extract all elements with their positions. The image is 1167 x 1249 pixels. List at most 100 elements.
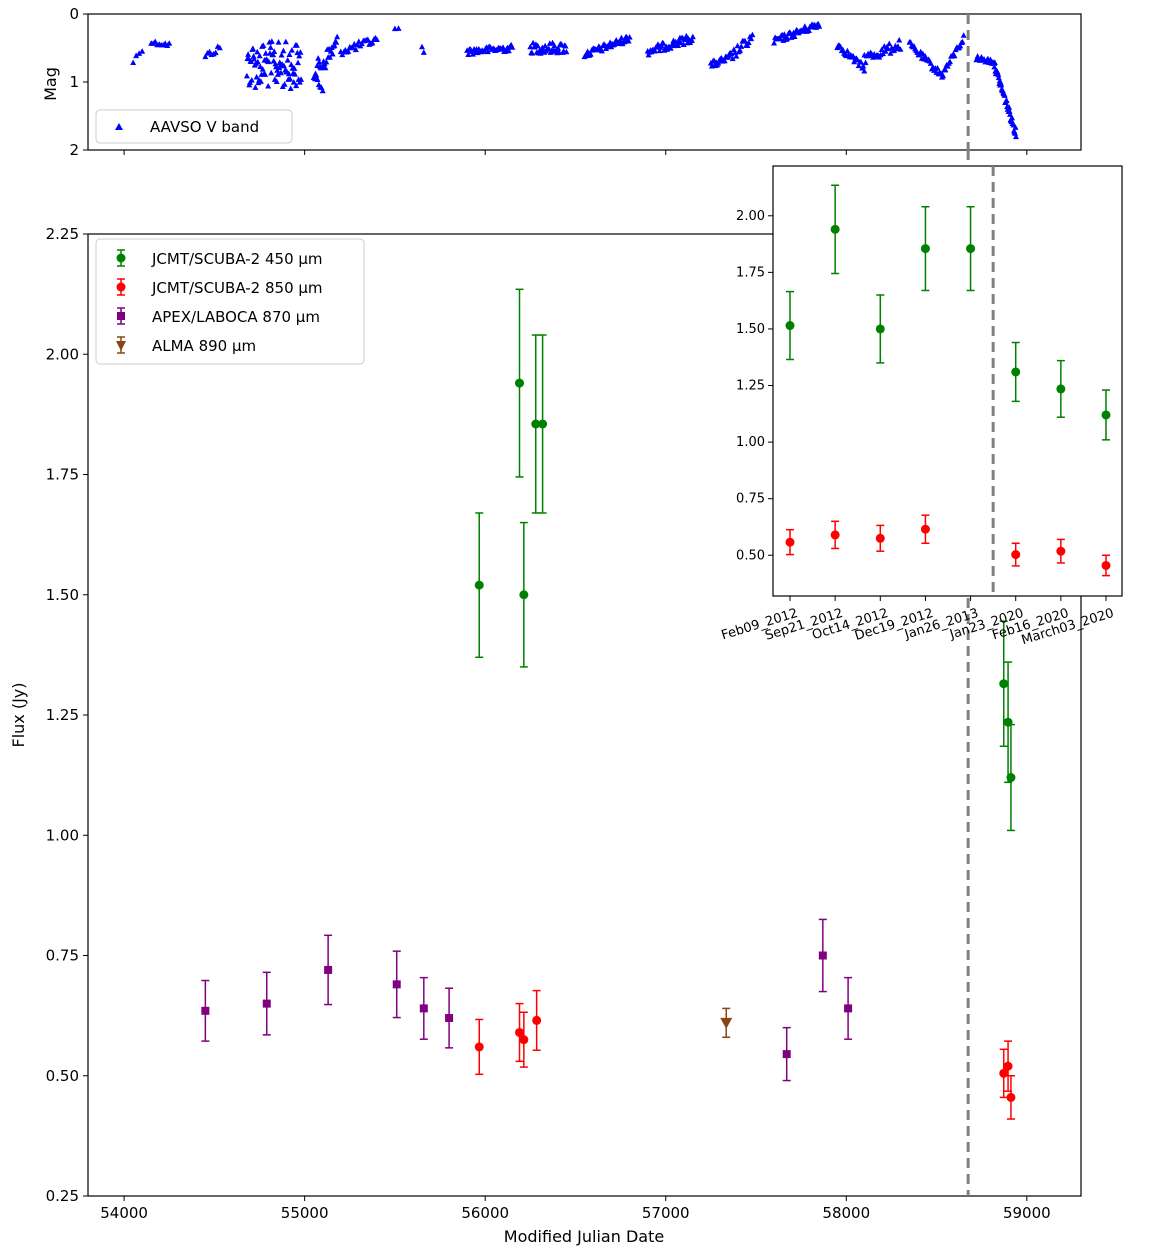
main-y-tick-label: 2.00 bbox=[46, 345, 79, 363]
aavso-point bbox=[656, 47, 663, 54]
main-data-point bbox=[474, 1042, 484, 1052]
main-data-point bbox=[818, 951, 827, 960]
aavso-point bbox=[293, 42, 300, 48]
aavso-point bbox=[252, 84, 259, 90]
aavso-point bbox=[286, 51, 293, 58]
inset-y-tick-label: 0.50 bbox=[736, 548, 765, 563]
main-data-point bbox=[392, 980, 401, 989]
legend-870-label: APEX/LABOCA 870 μm bbox=[152, 308, 320, 326]
main-x-tick-label: 58000 bbox=[822, 1204, 870, 1222]
aavso-point bbox=[273, 78, 280, 84]
main-y-tick-label: 1.50 bbox=[46, 586, 79, 604]
aavso-point bbox=[395, 25, 402, 31]
aavso-point bbox=[265, 82, 272, 89]
aavso-point bbox=[262, 50, 269, 56]
main-y-tick-label: 1.25 bbox=[46, 706, 79, 724]
aavso-points bbox=[130, 20, 1020, 140]
legend-aavso-label: AAVSO V band bbox=[150, 118, 259, 136]
main-data-point bbox=[999, 1068, 1009, 1078]
aavso-point bbox=[896, 36, 903, 43]
aavso-point bbox=[369, 39, 376, 46]
inset-data-point bbox=[785, 537, 795, 547]
aavso-point bbox=[249, 45, 256, 52]
aavso-point bbox=[748, 35, 755, 42]
aavso-point bbox=[270, 51, 277, 57]
aavso-point bbox=[291, 65, 298, 71]
main-data-point bbox=[1003, 1061, 1013, 1071]
aavso-point bbox=[248, 58, 255, 65]
aavso-point bbox=[297, 49, 304, 55]
aavso-point bbox=[282, 38, 289, 45]
aavso-point bbox=[857, 58, 864, 65]
aavso-point bbox=[268, 69, 275, 76]
aavso-point bbox=[267, 44, 274, 50]
aavso-point bbox=[991, 59, 998, 66]
aavso-point bbox=[934, 64, 941, 71]
aavso-point bbox=[254, 48, 261, 55]
main-data-point bbox=[1006, 773, 1016, 783]
legend-850-label: JCMT/SCUBA-2 850 μm bbox=[151, 279, 323, 297]
aavso-legend-marker-icon bbox=[115, 123, 123, 130]
top-y-axis-label: Mag bbox=[41, 67, 60, 101]
main-data-point bbox=[1006, 1092, 1016, 1102]
aavso-point bbox=[855, 62, 862, 69]
legend-890-marker-icon bbox=[116, 341, 126, 351]
aavso-point bbox=[940, 72, 947, 79]
aavso-point bbox=[618, 34, 625, 41]
legend-entry-450: JCMT/SCUBA-2 450 μm bbox=[116, 249, 323, 268]
aavso-point bbox=[278, 51, 285, 58]
aavso-point bbox=[256, 52, 263, 59]
inset-plot-frame bbox=[772, 165, 1123, 597]
aavso-point bbox=[274, 71, 281, 77]
aavso-point bbox=[1012, 130, 1019, 136]
aavso-point bbox=[1012, 124, 1019, 130]
main-y-tick-label: 1.75 bbox=[46, 466, 79, 484]
main-data-point bbox=[782, 1050, 791, 1059]
main-x-tick-label: 56000 bbox=[461, 1204, 509, 1222]
aavso-point bbox=[729, 55, 736, 62]
inset-y-tick-label: 1.75 bbox=[736, 265, 765, 280]
aavso-point bbox=[334, 33, 341, 40]
top-legend: AAVSO V band bbox=[95, 109, 293, 144]
main-ticks: 54000 55000 56000 57000 58000 59000 0.25 0.50 0.… bbox=[46, 225, 1051, 1222]
legend-450-marker-icon bbox=[116, 253, 126, 263]
aavso-point bbox=[284, 56, 291, 63]
inset-data-point bbox=[1101, 410, 1111, 420]
main-y-tick-label: 0.50 bbox=[46, 1067, 79, 1085]
main-x-tick-label: 54000 bbox=[100, 1204, 148, 1222]
aavso-point bbox=[271, 48, 278, 54]
inset-data-points bbox=[785, 184, 1111, 577]
aavso-point bbox=[287, 85, 294, 91]
main-x-tick-label: 57000 bbox=[642, 1204, 690, 1222]
main-data-point bbox=[445, 1014, 454, 1023]
inset-data-point bbox=[920, 524, 930, 534]
aavso-point bbox=[257, 63, 264, 70]
aavso-point bbox=[505, 47, 512, 54]
top-y-tick-label: 0 bbox=[69, 5, 79, 23]
aavso-point bbox=[257, 78, 264, 84]
aavso-point bbox=[288, 47, 295, 53]
aavso-point bbox=[995, 71, 1002, 78]
aavso-point bbox=[254, 58, 261, 65]
aavso-point bbox=[598, 47, 605, 54]
aavso-point bbox=[1006, 104, 1013, 110]
top-y-tick-label: 1 bbox=[69, 73, 79, 91]
top-legend-box bbox=[95, 109, 293, 144]
aavso-point bbox=[878, 46, 885, 53]
main-data-point bbox=[519, 1035, 529, 1045]
main-x-axis-label: Modified Julian Date bbox=[504, 1227, 664, 1246]
legend-850-marker-icon bbox=[116, 282, 126, 292]
aavso-point bbox=[465, 51, 472, 57]
aavso-point bbox=[563, 48, 570, 55]
inset-data-point bbox=[785, 321, 795, 331]
aavso-point bbox=[364, 36, 371, 43]
main-y-tick-label: 0.25 bbox=[46, 1187, 79, 1205]
aavso-point bbox=[248, 77, 255, 83]
aavso-point bbox=[500, 44, 507, 50]
aavso-point bbox=[556, 49, 563, 55]
main-data-point bbox=[519, 590, 529, 600]
main-data-point bbox=[999, 679, 1009, 689]
inset-y-tick-label: 0.75 bbox=[736, 492, 765, 507]
aavso-point bbox=[850, 52, 857, 59]
